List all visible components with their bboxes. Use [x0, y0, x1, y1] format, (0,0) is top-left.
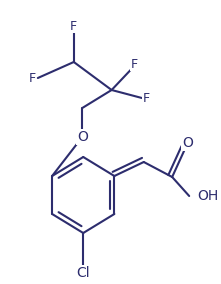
Text: F: F [29, 72, 36, 85]
Text: F: F [70, 20, 77, 32]
Text: Cl: Cl [76, 266, 90, 280]
Text: F: F [143, 91, 150, 105]
Text: O: O [77, 130, 88, 144]
Text: OH: OH [198, 189, 219, 203]
Text: F: F [131, 57, 138, 70]
Text: O: O [182, 136, 193, 150]
